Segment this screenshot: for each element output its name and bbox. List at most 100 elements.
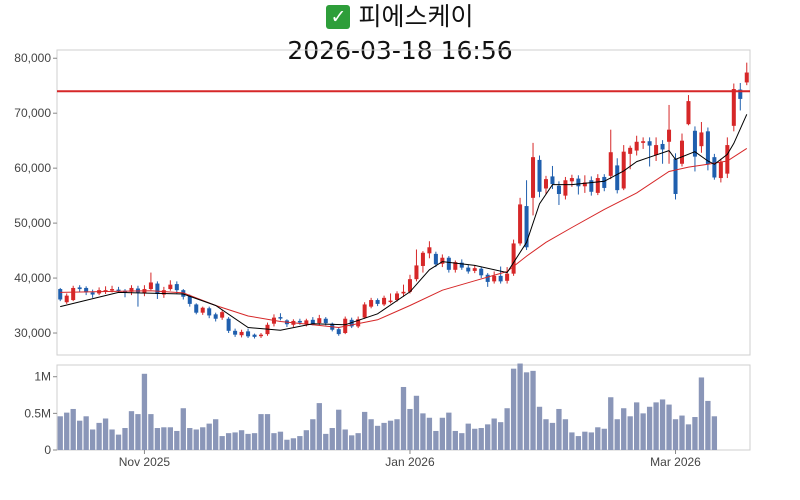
candle-body [207,308,212,316]
candle-body [634,141,639,151]
volume-bar [135,414,141,450]
candle [718,158,723,183]
volume-bar [83,416,89,450]
candle-body [200,307,205,313]
candle [122,289,128,298]
candle [220,310,225,320]
price-y-axis: 80,000 70,000 60,000 50,000 40,000 30,000 [14,51,57,340]
candle-body [524,206,529,248]
volume-bar [510,368,517,450]
volume-bar [711,416,718,450]
candle [472,265,477,274]
candle-body [168,284,173,290]
volume-bar [349,435,355,450]
candle [77,285,82,293]
candle-body [479,268,484,276]
candle [194,303,199,315]
candle [744,62,749,86]
candle [563,176,568,200]
volume-bar [193,429,199,450]
candle [498,266,503,284]
volume-bar [238,430,245,450]
volume-bar [536,406,543,450]
candle-body [615,165,620,191]
volume-bar [413,395,420,450]
volume-bar [277,431,284,450]
candle [556,181,561,205]
candle [621,145,626,191]
volume-bar [355,433,361,450]
candle-body [304,320,309,325]
volume-bar [595,427,601,450]
candle-body [725,145,730,174]
volume-bar [115,434,122,450]
volume-bar [497,422,504,450]
volume-bar [530,370,536,450]
volume-bar [89,429,96,450]
candle [174,281,179,294]
candle-body [71,287,76,301]
candle-body [84,287,89,293]
candle-body [466,267,471,272]
candle [673,153,678,200]
volume-bar [109,429,115,450]
stock-name: 피에스케이 [358,2,474,31]
volume-bar [102,418,109,450]
candle [375,298,380,307]
price-tick-label: 70,000 [14,106,51,120]
volume-bar [459,433,465,450]
candle [466,264,471,274]
candle [284,319,289,327]
candle-body [220,312,225,318]
candle-body [440,257,445,264]
volume-bar [556,408,562,450]
volume-bar [329,428,335,450]
volume-bar [634,402,640,450]
volume-bar [161,427,167,450]
candle-body [576,178,581,187]
candle [479,266,484,279]
volume-bar [433,430,439,450]
volume-bar [608,397,614,450]
x-tick-label: Jan 2026 [385,455,435,469]
candle-body [401,291,406,294]
candle-body [699,132,704,147]
volume-bar [219,436,225,450]
candle [543,175,548,195]
volume-bar [426,417,433,450]
candle-body [110,289,115,291]
candle [278,313,283,321]
candle-body [375,300,380,304]
volume-bar [180,408,186,450]
candle [628,145,633,170]
price-tick-label: 60,000 [14,161,51,175]
candle [382,295,387,307]
candle-body [414,265,419,280]
volume-bar [381,422,387,450]
volume-bar [154,428,161,450]
candle-body [705,131,710,165]
candle [64,293,69,304]
candle-body [317,318,322,324]
volume-bar [96,422,102,450]
candle [692,126,697,172]
candle [440,254,445,268]
volume-bar [523,372,530,450]
candle-body [278,317,283,319]
candle [615,158,620,194]
candle [420,251,425,273]
volume-bar [582,431,588,450]
candle-body [382,297,387,305]
candle [453,260,458,273]
candle [518,197,523,246]
candle [103,286,108,294]
volume-bar [614,419,620,450]
volume-bar [517,363,523,450]
candle [84,286,89,296]
candle-body [563,180,568,196]
candle-body [738,89,743,99]
candle-body [744,72,749,83]
volume-bar [562,419,569,450]
candle [608,129,613,180]
volume-bar [485,424,491,450]
